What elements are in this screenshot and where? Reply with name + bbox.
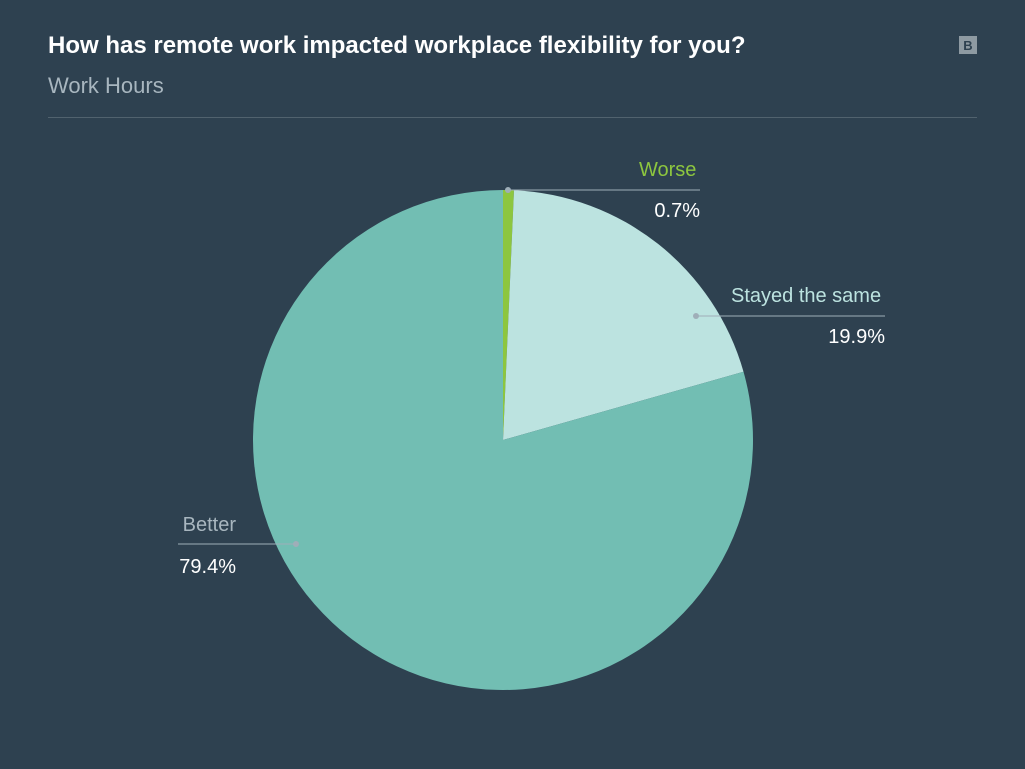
chart-title: How has remote work impacted workplace f… [48, 30, 746, 61]
chart-container: How has remote work impacted workplace f… [0, 0, 1025, 769]
pie-chart-svg: Worse 0.7% Stayed the same 19.9% Better 79.4% [48, 118, 978, 738]
callout-dot [293, 541, 299, 547]
slice-label: Worse [639, 159, 696, 181]
slice-percent: 0.7% [654, 200, 700, 222]
slice-percent: 19.9% [828, 326, 885, 348]
chart-subtitle: Work Hours [48, 73, 746, 99]
slice-label: Better [183, 514, 237, 536]
header-text-block: How has remote work impacted workplace f… [48, 30, 746, 99]
pie-chart-area: Worse 0.7% Stayed the same 19.9% Better 79.4% [48, 118, 977, 738]
header-row: How has remote work impacted workplace f… [48, 30, 977, 99]
callout-dot [505, 187, 511, 193]
slice-percent: 79.4% [179, 556, 236, 578]
callout-dot [693, 313, 699, 319]
brand-logo-icon: B [959, 36, 977, 54]
slice-label: Stayed the same [731, 285, 881, 307]
